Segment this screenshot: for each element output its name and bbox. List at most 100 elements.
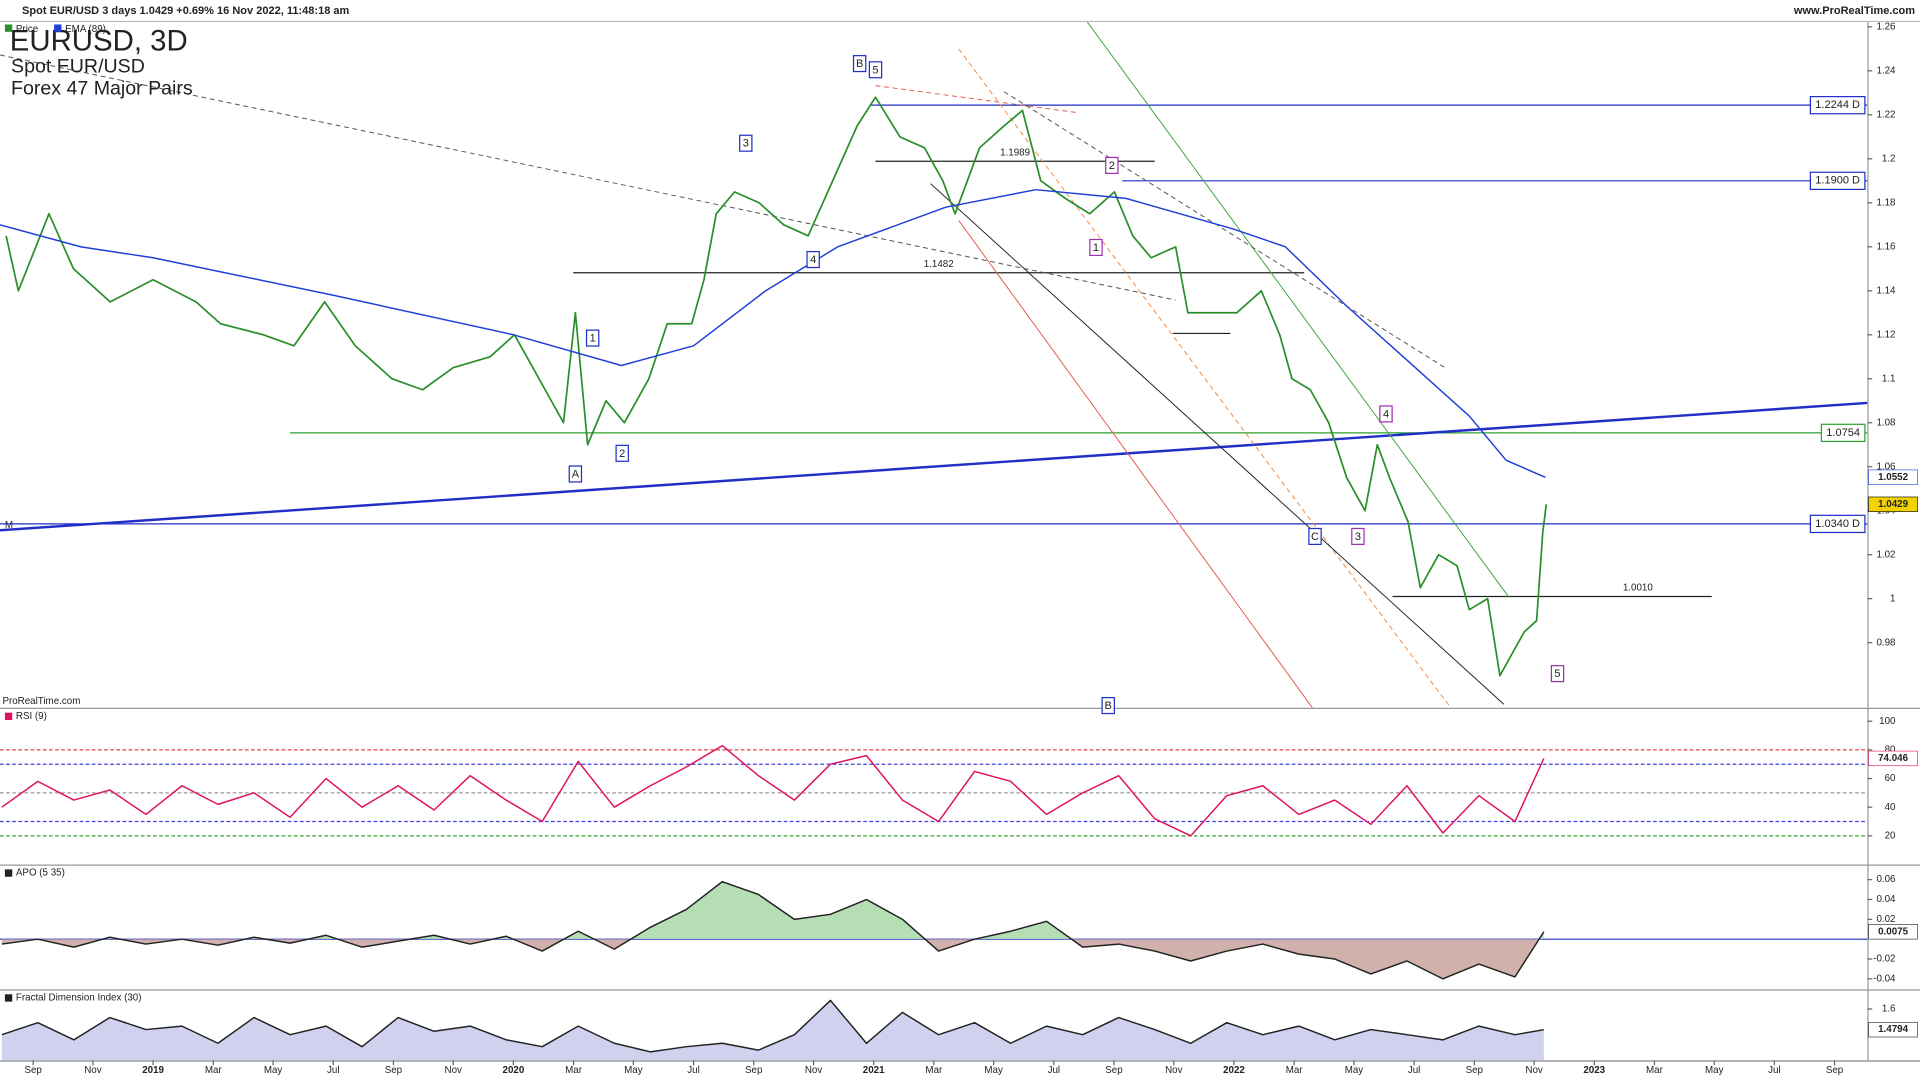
series-line bbox=[1, 744, 1545, 837]
x-tick-label: May bbox=[624, 1065, 643, 1076]
y-tick-label: -0.02 bbox=[1873, 954, 1895, 965]
area bbox=[1, 1000, 1544, 1061]
wave-label-box bbox=[1101, 696, 1115, 715]
x-tick-label: Mar bbox=[205, 1065, 223, 1076]
value-tag-label: 0.0075 bbox=[1878, 926, 1908, 937]
x-tick-label: May bbox=[984, 1065, 1003, 1076]
series-line bbox=[5, 96, 1548, 677]
wave-label-box bbox=[852, 55, 867, 73]
wave-label: 3 bbox=[743, 138, 749, 150]
wave-label-box bbox=[1379, 405, 1393, 423]
watermark: ProRealTime.com bbox=[2, 696, 80, 707]
level-marker: M bbox=[5, 520, 13, 531]
y-tick-label: 0.06 bbox=[1876, 874, 1896, 885]
wave-label: C bbox=[1311, 531, 1319, 543]
x-tick-label: Sep bbox=[385, 1065, 403, 1076]
x-tick-label: 2020 bbox=[503, 1065, 525, 1076]
wave-label: B bbox=[1105, 700, 1112, 712]
y-tick-label: 1.18 bbox=[1876, 197, 1896, 208]
x-tick-label: Mar bbox=[565, 1065, 583, 1076]
x-tick-label: Mar bbox=[1646, 1065, 1664, 1076]
x-tick-label: Jul bbox=[687, 1065, 700, 1076]
panel-title: RSI (9) bbox=[16, 711, 47, 722]
x-tick-label: 2021 bbox=[863, 1065, 885, 1076]
level-label: 1.0754 bbox=[1826, 427, 1860, 439]
y-tick-label: 1 bbox=[1890, 593, 1895, 604]
series-line bbox=[1, 999, 1544, 1053]
x-tick-label: Mar bbox=[1286, 1065, 1304, 1076]
segment-label: 1.1989 bbox=[1000, 147, 1030, 158]
trendline bbox=[1003, 91, 1445, 368]
area-group bbox=[1, 1000, 1544, 1061]
wave-label: 2 bbox=[619, 448, 625, 460]
y-tick-label: 1.2 bbox=[1882, 153, 1896, 164]
value-tag-label: 1.4794 bbox=[1878, 1024, 1908, 1035]
panel-title: Fractal Dimension Index (30) bbox=[16, 993, 142, 1004]
panel-swatch bbox=[4, 712, 13, 720]
x-tick-label: May bbox=[1345, 1065, 1364, 1076]
x-tick-label: Nov bbox=[445, 1065, 463, 1076]
x-tick-label: Nov bbox=[1165, 1065, 1183, 1076]
area bbox=[1, 939, 1540, 979]
y-tick-label: 1.14 bbox=[1876, 285, 1896, 296]
y-tick-label: 80 bbox=[1885, 744, 1896, 755]
y-tick-label: 1.16 bbox=[1876, 241, 1896, 252]
panel bbox=[1, 999, 1544, 1061]
y-tick-label: 1.08 bbox=[1876, 417, 1896, 428]
y-tick-label: 1.12 bbox=[1876, 329, 1895, 340]
y-tick-label: 100 bbox=[1879, 716, 1896, 727]
value-tag bbox=[1868, 750, 1918, 767]
wave-label-box bbox=[1105, 156, 1119, 175]
x-tick-label: Jul bbox=[1048, 1065, 1061, 1076]
area-group bbox=[1, 939, 1540, 979]
wave-label: A bbox=[572, 468, 580, 480]
y-tick-label: 1.6 bbox=[1882, 1004, 1896, 1015]
segment-label: 1.0010 bbox=[1623, 582, 1653, 593]
panel-title: APO (5 35) bbox=[16, 868, 65, 879]
level-label: 1.0340 D bbox=[1815, 518, 1860, 530]
y-tick-label: 0.02 bbox=[1876, 914, 1895, 925]
y-tick-label: 0.04 bbox=[1876, 894, 1896, 905]
x-tick-label: Jul bbox=[1768, 1065, 1781, 1076]
x-tick-label: Nov bbox=[805, 1065, 823, 1076]
trendline bbox=[1086, 22, 1509, 597]
y-tick-label: 1.02 bbox=[1876, 549, 1895, 560]
level-box bbox=[1809, 514, 1866, 534]
wave-label-box bbox=[868, 61, 883, 79]
x-tick-label: May bbox=[264, 1065, 283, 1076]
panel-swatch bbox=[4, 869, 13, 877]
wave-label-box bbox=[585, 329, 600, 347]
value-tag bbox=[1868, 496, 1918, 512]
value-tag-label: 74.046 bbox=[1878, 753, 1908, 764]
trendline bbox=[0, 401, 1868, 532]
trendline bbox=[930, 183, 1505, 705]
wave-label: 4 bbox=[1383, 408, 1389, 420]
series-line bbox=[1, 880, 1545, 980]
wave-label-box bbox=[1089, 238, 1103, 257]
level-box bbox=[1809, 95, 1866, 115]
legend-swatch bbox=[4, 24, 13, 32]
x-tick-label: Sep bbox=[1105, 1065, 1123, 1076]
y-tick-label: 1.24 bbox=[1876, 65, 1896, 76]
wave-label: B bbox=[856, 58, 863, 70]
y-tick-label: 1.26 bbox=[1876, 21, 1896, 32]
area-group bbox=[1, 881, 1544, 940]
level-label: 1.1900 D bbox=[1815, 175, 1860, 187]
segment-label: 1.1482 bbox=[924, 259, 954, 270]
wave-label-box bbox=[1550, 665, 1565, 683]
x-tick-label: May bbox=[1705, 1065, 1724, 1076]
wave-label-box bbox=[739, 134, 753, 152]
panel bbox=[0, 22, 1868, 708]
series-line bbox=[0, 188, 1546, 478]
panel-swatch bbox=[4, 994, 13, 1002]
header-title: Spot EUR/USD 3 days 1.0429 +0.69% 16 Nov… bbox=[22, 5, 349, 17]
level-box bbox=[1809, 171, 1866, 191]
x-tick-label: 2023 bbox=[1583, 1065, 1605, 1076]
chart-subtitle: Spot EUR/USD bbox=[11, 56, 145, 78]
y-tick-label: 1.06 bbox=[1876, 461, 1896, 472]
x-tick-label: Nov bbox=[84, 1065, 102, 1076]
y-tick-label: 1.22 bbox=[1876, 109, 1895, 120]
